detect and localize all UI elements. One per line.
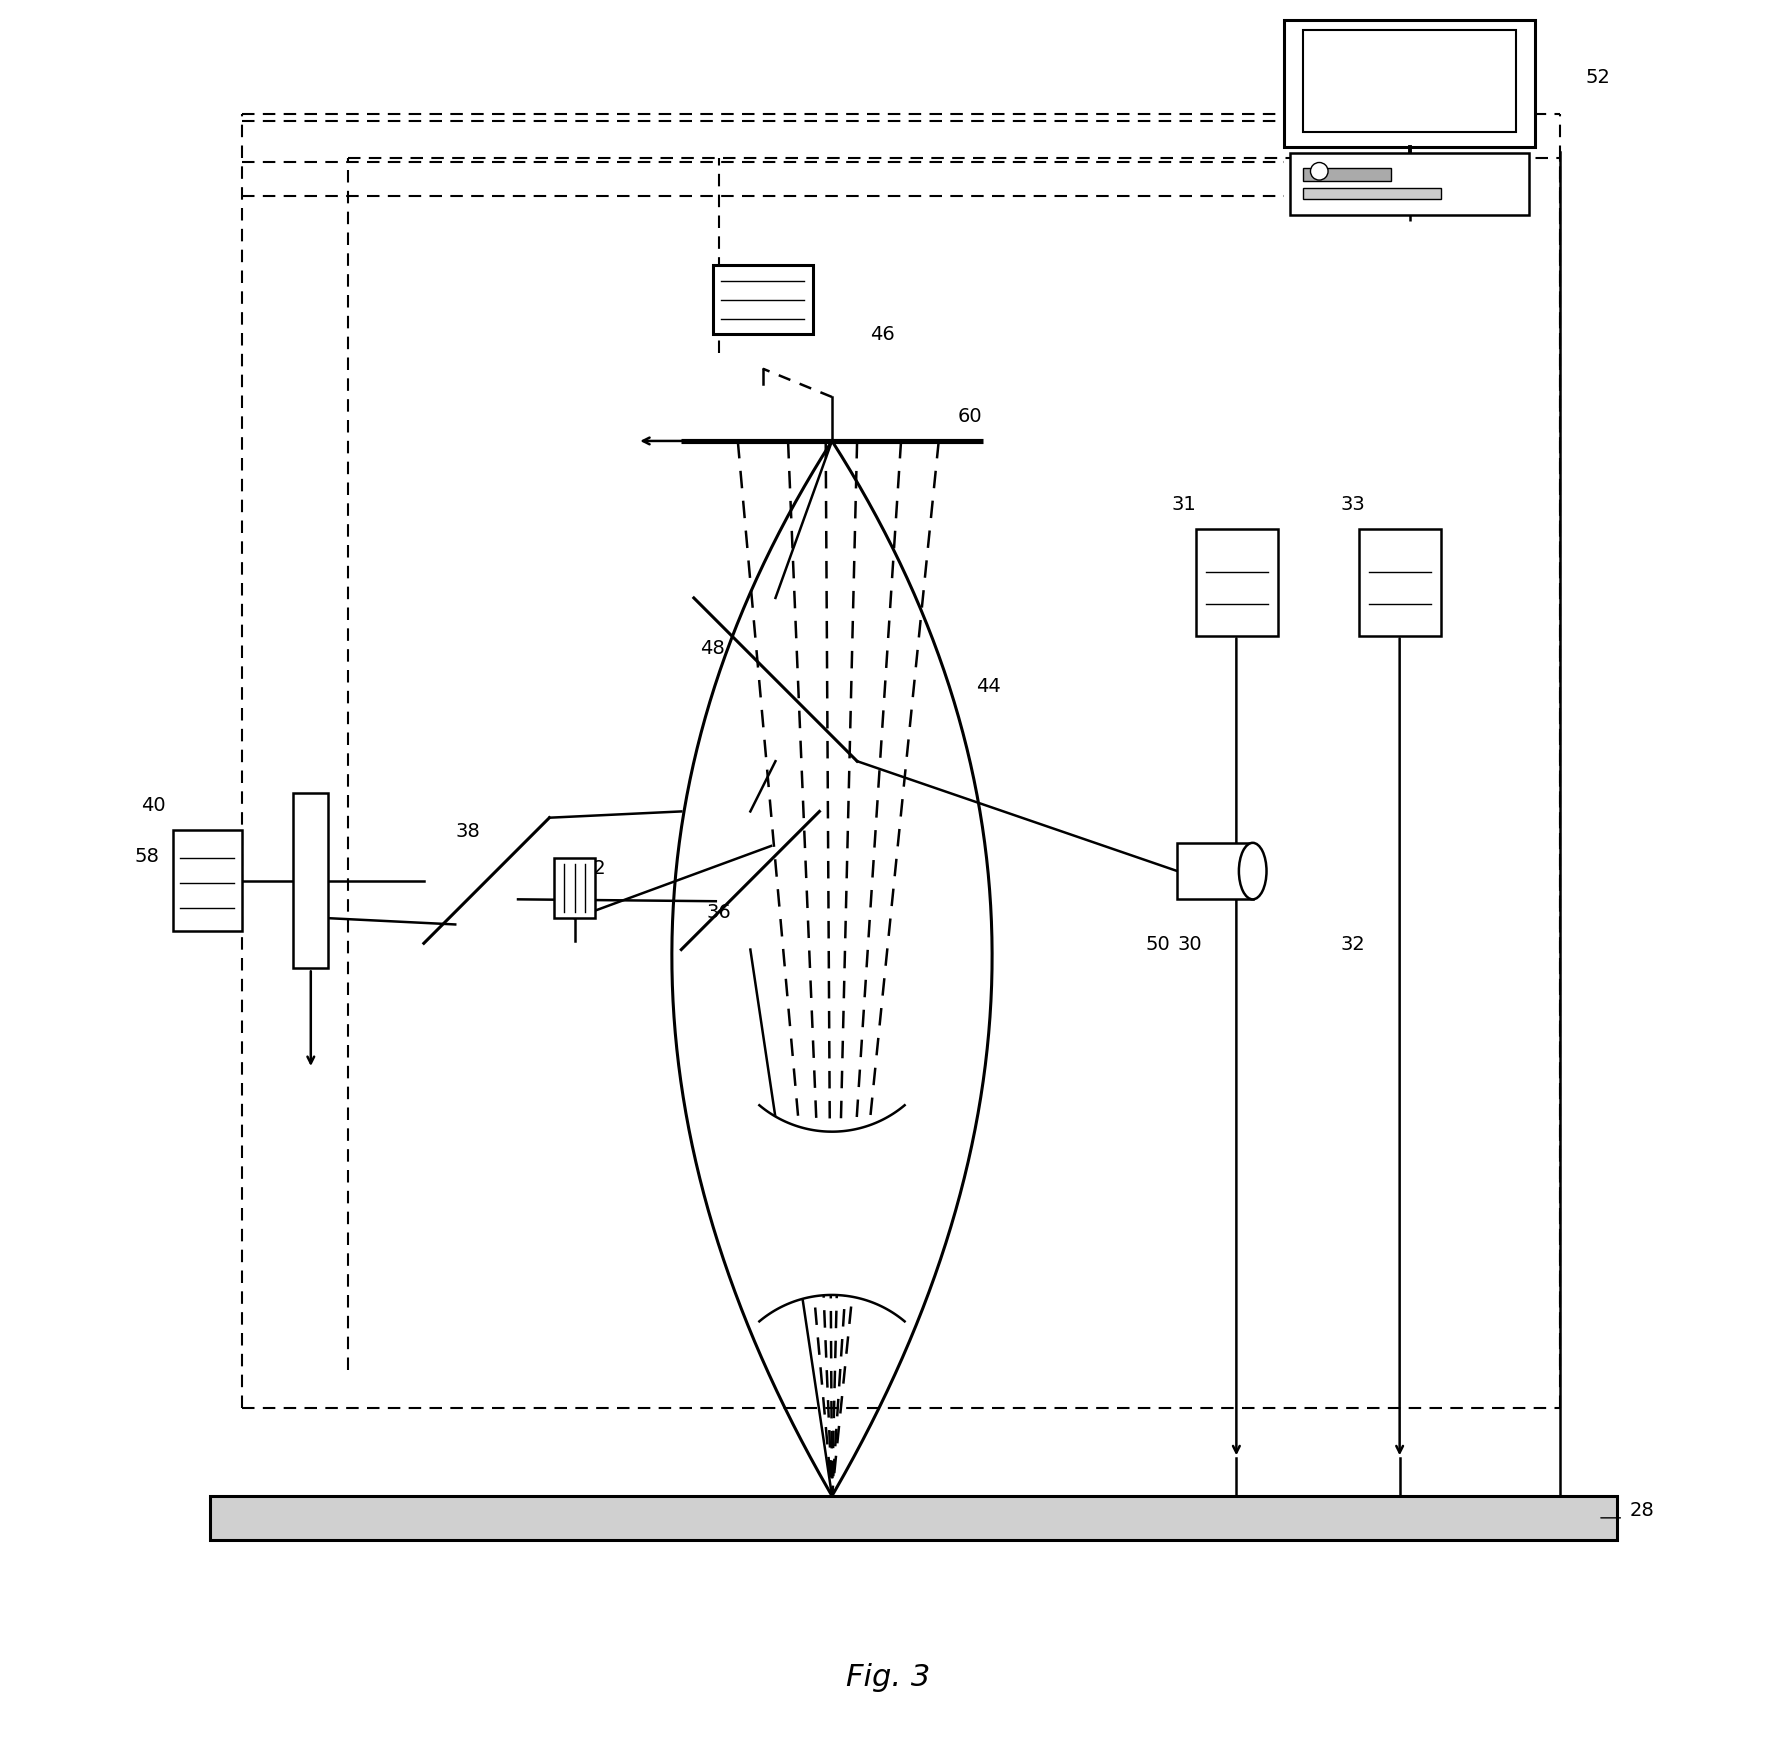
Text: 33: 33: [1340, 495, 1365, 514]
Bar: [713, 266, 814, 335]
Text: 34: 34: [864, 1180, 887, 1199]
Bar: [1196, 528, 1278, 636]
Bar: [1359, 528, 1441, 636]
Text: 46: 46: [869, 326, 894, 345]
Bar: [1303, 167, 1391, 181]
Bar: [293, 792, 329, 969]
Bar: [210, 1495, 1617, 1539]
Text: Fig. 3: Fig. 3: [846, 1664, 931, 1692]
Polygon shape: [759, 1106, 904, 1321]
Text: 50: 50: [1146, 935, 1171, 953]
Text: 40: 40: [140, 796, 165, 815]
Text: 38: 38: [455, 822, 480, 840]
Text: 48: 48: [700, 639, 725, 659]
Ellipse shape: [1239, 844, 1267, 900]
Bar: [1303, 30, 1516, 132]
Text: 60: 60: [958, 407, 983, 426]
Text: 44: 44: [976, 678, 1000, 696]
Text: 32: 32: [1340, 935, 1365, 953]
Text: 30: 30: [1178, 935, 1201, 953]
Bar: [172, 829, 242, 932]
Text: 36: 36: [707, 903, 730, 923]
Bar: [1285, 19, 1535, 146]
Text: 28: 28: [1630, 1502, 1654, 1520]
Bar: [554, 858, 595, 917]
Circle shape: [1310, 162, 1327, 180]
Bar: [1303, 188, 1441, 199]
Text: 58: 58: [135, 847, 160, 866]
Text: 42: 42: [581, 859, 606, 879]
Text: 31: 31: [1171, 495, 1196, 514]
Text: 52: 52: [1585, 69, 1610, 86]
Bar: [1178, 844, 1253, 900]
Bar: [1290, 153, 1528, 215]
